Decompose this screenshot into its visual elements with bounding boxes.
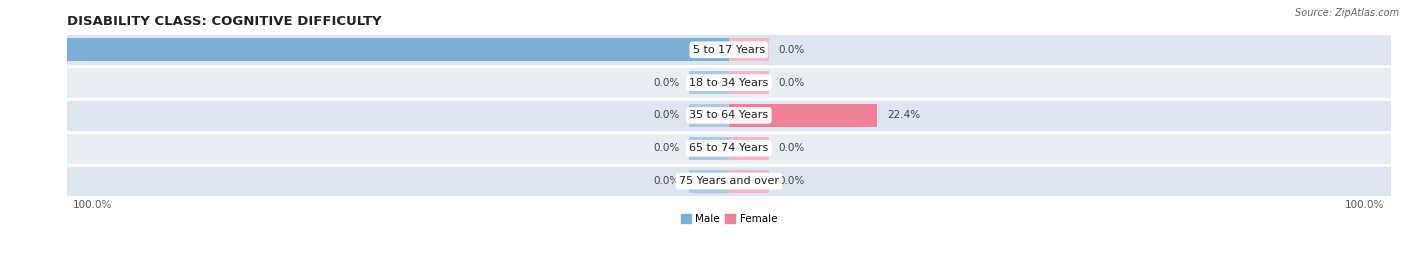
Text: 0.0%: 0.0% xyxy=(652,77,679,88)
Text: 100.0%: 100.0% xyxy=(13,45,56,55)
Text: 100.0%: 100.0% xyxy=(1346,200,1385,210)
Bar xyxy=(728,169,769,193)
Legend: Male, Female: Male, Female xyxy=(676,210,782,228)
Bar xyxy=(66,132,1391,165)
Bar xyxy=(689,169,728,193)
Bar xyxy=(689,104,728,127)
Bar xyxy=(66,66,1391,99)
Text: 0.0%: 0.0% xyxy=(779,45,804,55)
Bar xyxy=(728,104,877,127)
Text: DISABILITY CLASS: COGNITIVE DIFFICULTY: DISABILITY CLASS: COGNITIVE DIFFICULTY xyxy=(66,15,381,28)
Text: 18 to 34 Years: 18 to 34 Years xyxy=(689,77,769,88)
Text: 0.0%: 0.0% xyxy=(652,176,679,186)
Text: 0.0%: 0.0% xyxy=(652,143,679,153)
Text: Source: ZipAtlas.com: Source: ZipAtlas.com xyxy=(1295,8,1399,18)
Bar xyxy=(689,71,728,94)
Text: 22.4%: 22.4% xyxy=(887,110,920,121)
Bar xyxy=(728,71,769,94)
Text: 65 to 74 Years: 65 to 74 Years xyxy=(689,143,769,153)
Bar xyxy=(66,33,1391,66)
Bar xyxy=(66,165,1391,197)
Text: 75 Years and over: 75 Years and over xyxy=(679,176,779,186)
Bar xyxy=(689,137,728,160)
Text: 0.0%: 0.0% xyxy=(779,77,804,88)
Text: 0.0%: 0.0% xyxy=(779,176,804,186)
Bar xyxy=(728,137,769,160)
Bar xyxy=(728,38,769,61)
Text: 35 to 64 Years: 35 to 64 Years xyxy=(689,110,769,121)
Text: 5 to 17 Years: 5 to 17 Years xyxy=(693,45,765,55)
Text: 0.0%: 0.0% xyxy=(652,110,679,121)
Bar xyxy=(66,38,728,61)
Text: 0.0%: 0.0% xyxy=(779,143,804,153)
Text: 100.0%: 100.0% xyxy=(73,200,112,210)
Bar xyxy=(66,99,1391,132)
